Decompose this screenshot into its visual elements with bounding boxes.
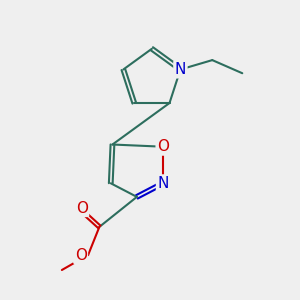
Text: O: O [157, 139, 169, 154]
Text: N: N [157, 176, 169, 191]
Text: N: N [175, 62, 186, 77]
Text: O: O [76, 201, 88, 216]
Text: O: O [75, 248, 87, 262]
